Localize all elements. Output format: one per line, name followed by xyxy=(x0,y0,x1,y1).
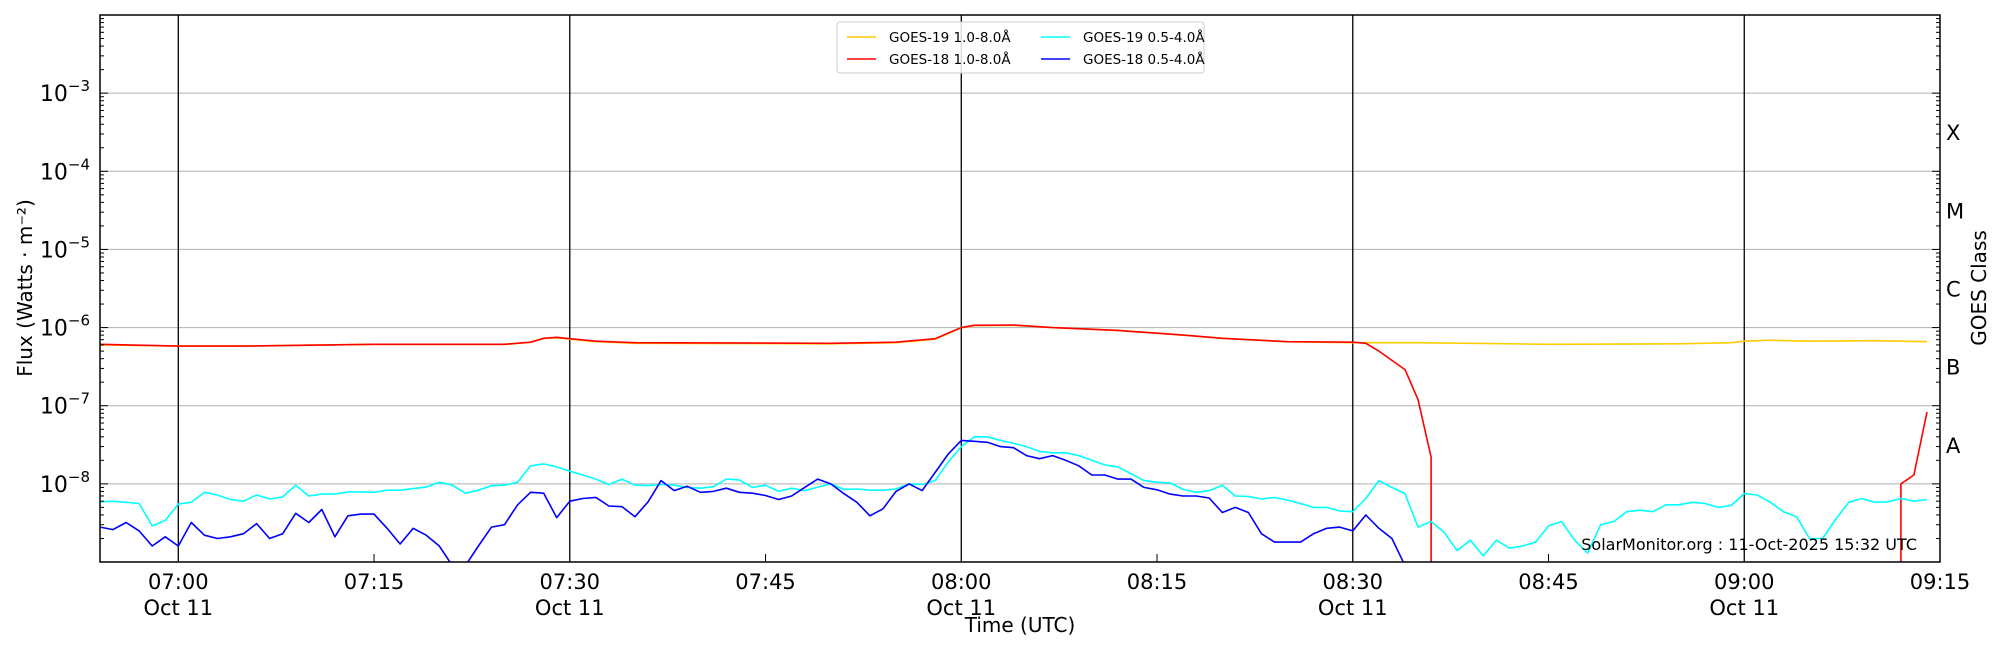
y-tick-label: 10−4 xyxy=(40,155,90,185)
series-line-1 xyxy=(100,324,1928,562)
x-tick-label: 07:30 xyxy=(540,570,601,594)
legend-entry-label: GOES-19 0.5-4.0Å xyxy=(1083,29,1205,46)
x-tick-sublabel: Oct 11 xyxy=(143,596,213,620)
goes-class-label-a: A xyxy=(1946,434,1961,458)
plot-frame xyxy=(99,14,1941,563)
legend: GOES-19 1.0-8.0Å GOES-18 1.0-8.0Å GOES-19 … xyxy=(836,21,1205,74)
right-axis-label: GOES Class xyxy=(1967,230,1991,346)
x-tick-label: 09:00 xyxy=(1714,570,1775,594)
goes-class-label-c: C xyxy=(1946,278,1961,302)
y-tick-label: 10−3 xyxy=(40,77,90,107)
series-line-2 xyxy=(100,436,1928,557)
x-tick-label: 08:00 xyxy=(931,570,992,594)
y-tick-exponent: −3 xyxy=(68,77,90,95)
x-tick-sublabel: Oct 11 xyxy=(535,596,605,620)
x-tick-label: 07:45 xyxy=(735,570,796,594)
x-tick-sublabel: Oct 11 xyxy=(926,596,996,620)
grid-lines xyxy=(100,15,1940,562)
x-tick-label: 07:15 xyxy=(344,570,405,594)
y-tick-base: 10 xyxy=(40,395,68,420)
y-tick-exponent: −7 xyxy=(68,390,90,408)
x-tick-label: 07:00 xyxy=(148,570,209,594)
y-axis-label: Flux (Watts · m⁻²) xyxy=(13,199,37,377)
legend-entry-label: GOES-18 1.0-8.0Å xyxy=(889,51,1011,68)
series-group xyxy=(100,324,1928,562)
x-tick-label: 09:15 xyxy=(1910,570,1971,594)
x-tick-label: 08:30 xyxy=(1323,570,1384,594)
x-axis-label: Time (UTC) xyxy=(964,613,1076,637)
goes-class-label-m: M xyxy=(1946,199,1964,223)
y-tick-base: 10 xyxy=(40,160,68,185)
x-tick-sublabel: Oct 11 xyxy=(1318,596,1388,620)
y-tick-base: 10 xyxy=(40,473,68,498)
y-tick-label: 10−8 xyxy=(40,468,90,498)
legend-entry-label: GOES-18 0.5-4.0Å xyxy=(1083,51,1205,68)
goes-class-label-b: B xyxy=(1946,356,1960,380)
x-tick-label: 08:45 xyxy=(1518,570,1579,594)
watermark-annotation: SolarMonitor.org : 11-Oct-2025 15:32 UTC xyxy=(1581,535,1917,554)
x-tick-label: 08:15 xyxy=(1127,570,1188,594)
y-tick-exponent: −6 xyxy=(68,312,90,330)
y-tick-base: 10 xyxy=(40,238,68,263)
legend-box xyxy=(836,21,1205,74)
y-tick-exponent: −8 xyxy=(68,468,90,486)
y-tick-label: 10−5 xyxy=(40,233,90,263)
series-line-3 xyxy=(100,439,1405,562)
series-line-0 xyxy=(100,324,1928,347)
y-tick-label: 10−6 xyxy=(40,312,90,342)
y-tick-exponent: −5 xyxy=(68,233,90,251)
y-tick-base: 10 xyxy=(40,82,68,107)
y-tick-base: 10 xyxy=(40,317,68,342)
x-tick-sublabel: Oct 11 xyxy=(1709,596,1779,620)
y-tick-exponent: −4 xyxy=(68,155,90,173)
legend-entry-label: GOES-19 1.0-8.0Å xyxy=(889,29,1011,46)
goes-class-label-x: X xyxy=(1946,121,1960,145)
y-tick-label: 10−7 xyxy=(40,390,90,420)
